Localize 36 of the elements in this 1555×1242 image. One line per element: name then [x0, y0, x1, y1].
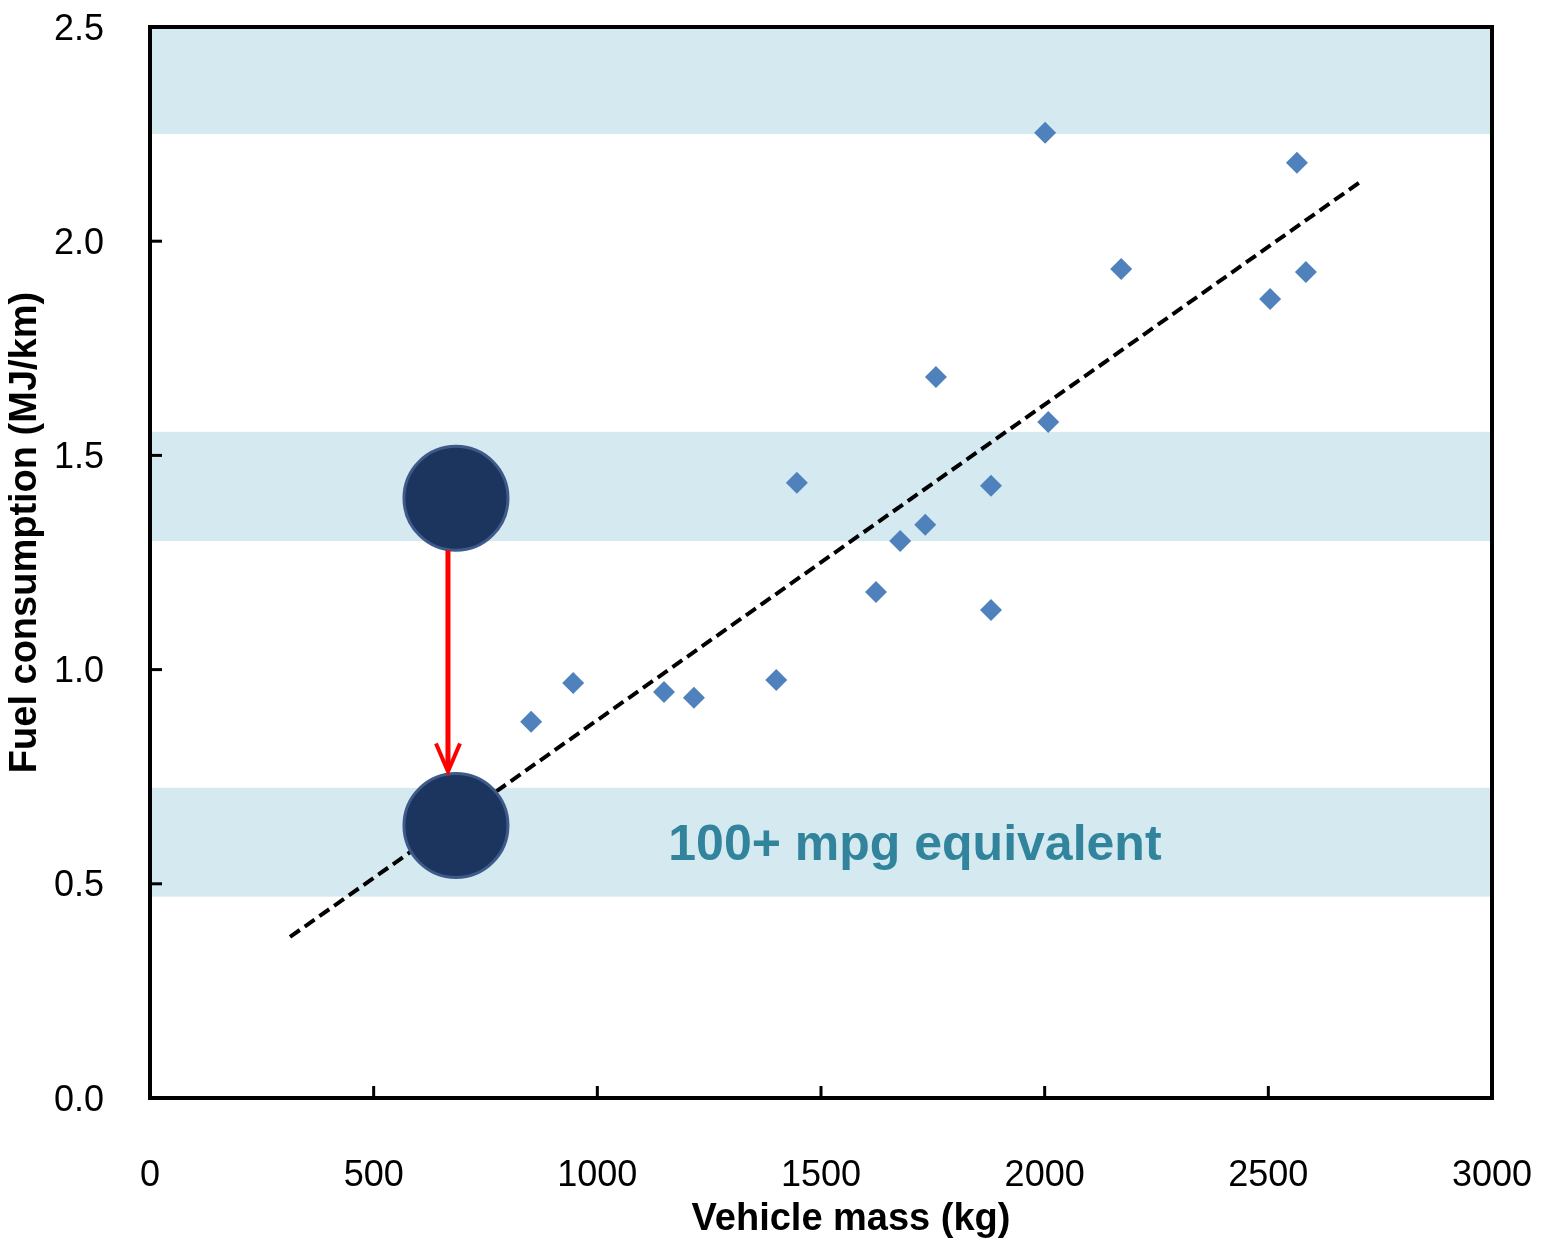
point: [1285, 151, 1308, 174]
y-tick-label: 1.0: [53, 649, 104, 691]
point: [1034, 121, 1057, 144]
point: [924, 366, 947, 388]
point: [1259, 288, 1282, 311]
y-tick-label: 1.5: [53, 435, 104, 476]
point: [1037, 410, 1060, 433]
point: [562, 671, 585, 694]
x-tick-label: 3000: [1451, 1153, 1533, 1194]
y-tick-label: 2.5: [53, 6, 104, 48]
y-tick-label: 0.5: [53, 863, 104, 905]
point: [682, 686, 705, 709]
point: [765, 668, 788, 691]
y-axis-title: Fuel consumption (MJ/km): [2, 291, 44, 774]
x-tick-label: 1000: [557, 1153, 638, 1194]
point: [914, 513, 937, 536]
x-tick-label: 1500: [780, 1153, 862, 1194]
x-tick-label: 2500: [1228, 1153, 1309, 1194]
x-tick-label: 0: [139, 1153, 161, 1194]
band-label: 100+ mpg equivalent: [668, 814, 1162, 871]
point: [520, 710, 543, 733]
point: [785, 471, 808, 494]
point: [652, 680, 675, 703]
point: [889, 530, 912, 553]
x-tick-label: 2000: [1004, 1153, 1085, 1194]
point: [402, 444, 510, 552]
point: [1294, 261, 1317, 284]
point: [979, 599, 1002, 622]
y-tick-label: 2.0: [53, 220, 104, 262]
point: [979, 474, 1002, 497]
x-axis-title: Vehicle mass (kg): [691, 1196, 1011, 1238]
point: [865, 581, 888, 604]
x-tick-label: 500: [343, 1153, 404, 1194]
y-tick-label: 0.0: [53, 1077, 104, 1119]
point: [402, 772, 510, 880]
point: [1110, 258, 1133, 281]
